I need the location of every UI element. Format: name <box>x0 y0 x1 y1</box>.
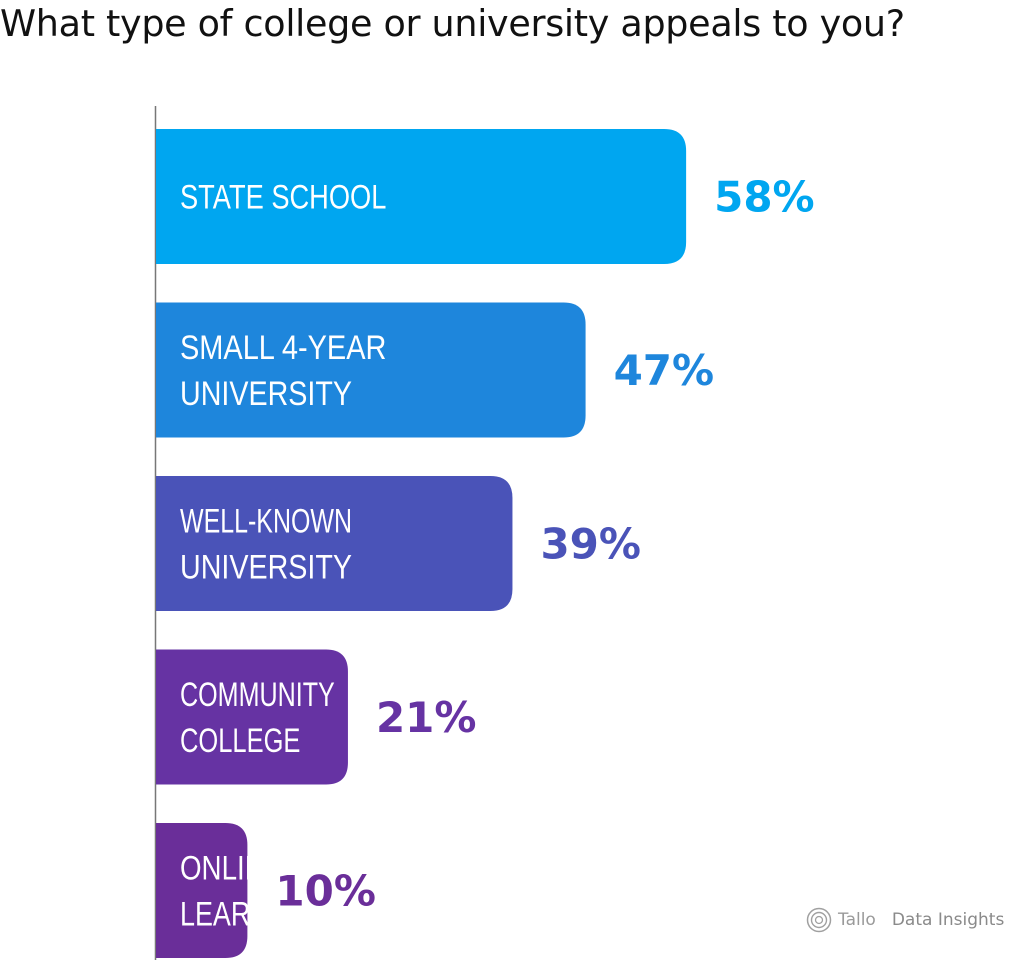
bar-value-label: 21% <box>376 693 477 742</box>
bar-4 <box>156 823 248 958</box>
watermark-text: Data Insights <box>891 910 1005 930</box>
watermark: Tallo Data Insights <box>806 907 1004 933</box>
bar-value-label: 58% <box>714 173 815 222</box>
bar-value-label: 47% <box>614 346 715 395</box>
bar-category-label: UNIVERSITY <box>180 549 352 587</box>
watermark-brand: Tallo <box>838 910 876 930</box>
bar-category-label: UNIVERSITY <box>180 375 352 413</box>
bars-layer: STATE SCHOOL 58% SMALL 4-YEAR UNIVERSITY 47%… <box>156 129 815 958</box>
chart-title: What type of college or university appea… <box>0 2 905 45</box>
bar-value-label: 10% <box>275 867 376 916</box>
spiral-icon <box>806 907 832 933</box>
bar-1 <box>156 302 586 438</box>
bar-0 <box>156 129 687 264</box>
bar-category-label: ONLINE <box>180 850 283 888</box>
bar-category-label: COLLEGE <box>180 722 300 760</box>
bar-category-label: WELL-KNOWN <box>180 503 352 541</box>
bar-3 <box>156 649 348 785</box>
bar-category-label: LEARNING <box>180 896 318 934</box>
bar-value-label: 39% <box>540 520 641 569</box>
bar-2 <box>156 476 513 611</box>
bar-category-label: SMALL 4-YEAR <box>180 329 386 367</box>
bar-category-label: STATE SCHOOL <box>180 179 386 217</box>
bar-category-label: COMMUNITY <box>180 676 335 714</box>
